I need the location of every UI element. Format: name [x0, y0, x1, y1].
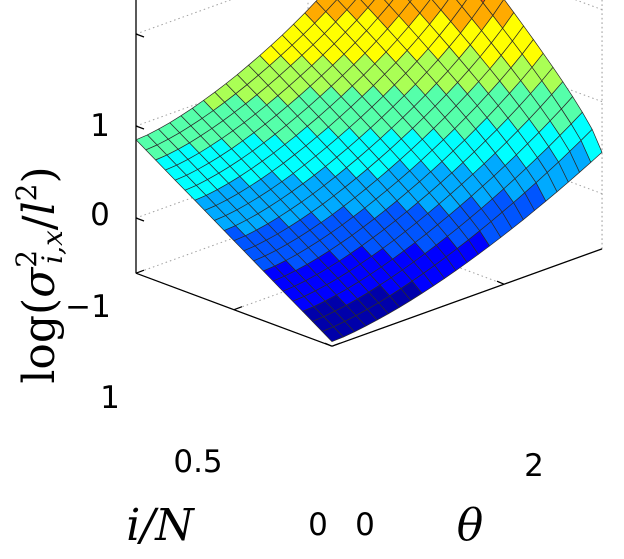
- surface-layer: [135, 0, 603, 342]
- labels-layer: log(σ2i,x/l2) i/N θ: [10, 166, 483, 551]
- z-tick-label-neg1: −1: [65, 289, 111, 325]
- x-axis-label: θ: [457, 500, 484, 551]
- axes-layer: [135, 0, 603, 347]
- z-tick-2: [135, 33, 145, 38]
- surface-patch-23-11: [480, 0, 486, 4]
- x-axis-line: [331, 248, 603, 347]
- y-tick-label-1: 1: [100, 380, 120, 416]
- x-tick-label-2: 2: [524, 448, 544, 484]
- z-tick-1: [135, 125, 145, 130]
- y-tick-label-0-5: 0.5: [173, 444, 222, 480]
- x-tick-1: [496, 280, 505, 285]
- z-tick-label-1: 1: [90, 108, 110, 144]
- z-tick-0: [135, 217, 145, 222]
- x-tick-label-0: 0: [355, 507, 375, 543]
- surface-patch-0-0: [321, 326, 344, 342]
- surface-patch-22-12: [456, 0, 467, 7]
- ticks-layer: 1 0 −1 1 0.5 0 0 2: [65, 108, 544, 543]
- z-tick-label-0: 0: [90, 197, 110, 233]
- y-tick-2: [135, 269, 145, 274]
- surface-patch-19-16: [383, 0, 394, 6]
- y-tick-0: [331, 342, 341, 347]
- svg-text:log(σ2i,x/l2): log(σ2i,x/l2): [10, 166, 69, 383]
- y-axis-label: i/N: [126, 500, 195, 551]
- y-tick-1: [233, 306, 243, 311]
- x-tick-0: [324, 342, 333, 347]
- z-axis-label: log(σ2i,x/l2): [10, 166, 69, 383]
- y-tick-label-0: 0: [308, 507, 328, 543]
